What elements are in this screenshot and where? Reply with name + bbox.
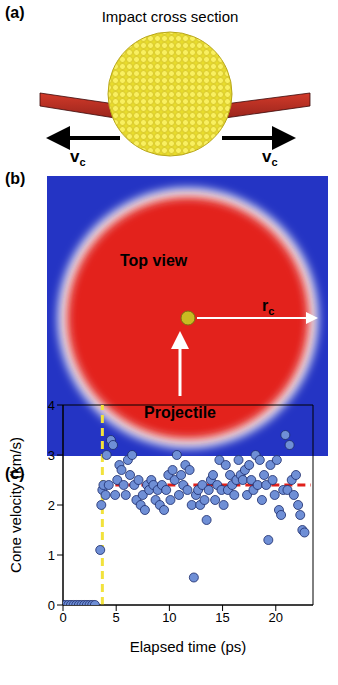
svg-text:1: 1 <box>48 548 55 563</box>
svg-text:Projectile: Projectile <box>144 404 216 421</box>
svg-text:0: 0 <box>48 598 55 613</box>
svg-text:10: 10 <box>162 610 176 625</box>
svg-text:5: 5 <box>113 610 120 625</box>
svg-text:Impact cross section: Impact cross section <box>102 8 239 25</box>
svg-text:2: 2 <box>48 498 55 513</box>
svg-text:vc: vc <box>262 147 278 168</box>
svg-text:Elapsed time (ps): Elapsed time (ps) <box>130 638 247 655</box>
svg-text:4: 4 <box>48 398 55 413</box>
svg-text:(b): (b) <box>5 170 25 187</box>
svg-text:3: 3 <box>48 448 55 463</box>
svg-text:(a): (a) <box>5 4 25 21</box>
svg-text:15: 15 <box>215 610 229 625</box>
svg-text:vc: vc <box>70 147 86 168</box>
svg-text:Top view: Top view <box>120 252 188 269</box>
svg-text:20: 20 <box>269 610 283 625</box>
svg-text:Cone velocity (km/s): Cone velocity (km/s) <box>7 437 24 573</box>
svg-text:rc: rc <box>262 297 274 317</box>
svg-text:0: 0 <box>59 610 66 625</box>
